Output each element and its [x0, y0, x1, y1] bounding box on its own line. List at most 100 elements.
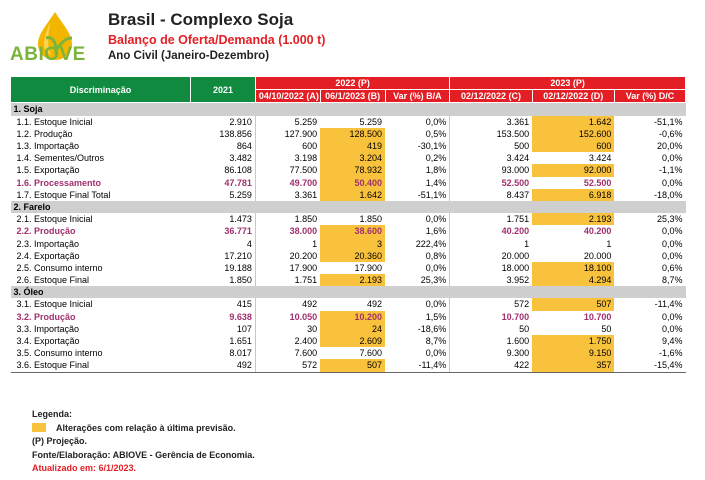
table-cell: -30,1% [417, 141, 447, 152]
row-label: 2.1. Estoque Inicial [16, 214, 93, 225]
table-cell: 17.900 [254, 261, 321, 274]
table-cell: 0,5% [425, 128, 447, 139]
table-cell: 4 [246, 238, 252, 249]
table-cell: 19.188 [224, 262, 252, 273]
table-cell: -1,6% [658, 348, 683, 359]
table-cell: 92.000 [532, 164, 615, 177]
table-cell: -51,1% [653, 116, 683, 127]
legend-item: Alterações com relação à última previsão… [32, 422, 255, 436]
projection-note: (P) Projeção. [32, 436, 88, 446]
table-cell: 864 [236, 141, 252, 152]
row-label: 2.6. Estoque Final [16, 275, 90, 286]
table-cell: 18.100 [532, 261, 615, 274]
table-cell: 600 [254, 139, 321, 153]
table-cell: -0,6% [658, 128, 683, 139]
table-cell: 5.259 [359, 116, 382, 127]
brand-logo-text: ABIOVE [10, 44, 86, 65]
table-cell: 17.900 [354, 262, 382, 273]
table-cell: 1 [449, 237, 533, 250]
table-cell: 1.473 [229, 214, 252, 225]
table-cell: 1 [606, 238, 612, 249]
table-cell: 492 [366, 299, 382, 310]
page-title: Brasil - Complexo Soja [108, 10, 294, 29]
table-row: 1.7. Estoque Final Total 5.259 3.361 1.642 -… [11, 188, 686, 201]
table-cell: 507 [532, 298, 615, 311]
table-cell: 572 [449, 298, 533, 311]
table-cell: 36.771 [224, 226, 252, 237]
section-title: 2. Farelo [10, 200, 686, 214]
col-header-d: 02/12/2022 (D) [531, 89, 615, 104]
row-label: 2.3. Importação [16, 238, 80, 249]
table-cell: 492 [190, 359, 256, 373]
table-cell: 86.108 [224, 165, 252, 176]
table-cell: 8.437 [449, 188, 533, 201]
table-cell: 3.361 [254, 188, 321, 201]
table-cell: 38.000 [254, 225, 321, 238]
row-label: 1.5. Exportação [16, 165, 80, 176]
table-cell: 49.700 [254, 176, 321, 189]
section-title: 1. Soja [10, 102, 686, 116]
table-cell: 8,7% [425, 336, 447, 347]
page-subtitle: Balanço de Oferta/Demanda (1.000 t) [108, 33, 326, 47]
table-cell: 10.200 [320, 310, 385, 323]
table-cell: 9,4% [661, 336, 683, 347]
report-header: ABIOVE Brasil - Complexo Soja Balanço de… [0, 0, 705, 74]
table-cell: -18,6% [417, 323, 447, 334]
table-cell: 40.200 [583, 226, 612, 237]
row-label: 2.2. Produção [16, 226, 76, 237]
row-label: 2.5. Consumo interno [16, 262, 103, 273]
row-label: 1.7. Estoque Final Total [16, 189, 111, 200]
table-cell: 1,4% [425, 177, 447, 188]
table-cell: 0,0% [661, 226, 683, 237]
table-cell: 1,5% [425, 311, 447, 322]
row-label: 1.3. Importação [16, 141, 80, 152]
table-cell: 419 [320, 139, 385, 153]
table-cell: 9.300 [449, 347, 533, 360]
table-cell: 50.400 [320, 176, 385, 189]
col-group-2022: 2022 (P) [254, 75, 451, 91]
row-label: 1.6. Processamento [16, 177, 102, 188]
table-cell: 30 [254, 322, 321, 335]
table-cell: 7.600 [254, 347, 321, 360]
table-row: 1.1. Estoque Inicial 2.910 5.259 5.259 0,0% 3… [11, 115, 686, 128]
table-cell: 2.193 [532, 213, 615, 226]
table-cell: 8,7% [661, 275, 683, 286]
table-cell: 8.017 [229, 348, 252, 359]
supply-demand-table: Discriminação 2021 2022 (P) 2023 (P) 04/… [9, 75, 687, 373]
source-note: Fonte/Elaboração: ABIOVE - Gerência de E… [32, 449, 255, 460]
legend-title: Legenda: [32, 409, 73, 419]
table-cell: 6.918 [532, 188, 615, 201]
table-cell: 1.850 [229, 275, 252, 286]
table-cell: 0,0% [425, 116, 447, 127]
table-cell: 600 [532, 139, 615, 153]
table-cell: 572 [254, 359, 321, 373]
table-cell: 10.700 [583, 311, 612, 322]
table-row: 3.5. Consumo interno 8.017 7.600 7.600 0,0% 9… [11, 347, 686, 360]
table-cell: 93.000 [449, 164, 533, 177]
row-label: 3.6. Estoque Final [10, 359, 191, 373]
table-cell: 2.400 [254, 334, 321, 348]
table-cell: 1.751 [254, 274, 321, 287]
table-row: 2.3. Importação 4 1 3 222,4% 1 1 0,0% [11, 237, 686, 250]
table-cell: 4.294 [532, 274, 615, 287]
table-cell: 25,3% [420, 275, 447, 286]
table-cell: 0,6% [661, 262, 683, 273]
table-cell: 107 [236, 323, 252, 334]
table-cell: -15,4% [614, 359, 686, 373]
table-cell: 0,0% [661, 238, 683, 249]
table-cell: 40.200 [449, 225, 533, 238]
table-row: 1.3. Importação 864 600 419 -30,1% 500 600 20,0… [11, 139, 686, 153]
table-cell: 1.642 [320, 188, 385, 201]
table-cell: 3.361 [449, 115, 533, 128]
table-cell: 2.609 [320, 334, 385, 348]
table-cell: 7.600 [359, 348, 382, 359]
legend-item-text: Alterações com relação à última previsão… [56, 422, 236, 433]
row-label: 3.4. Exportação [16, 336, 80, 347]
col-header-a: 04/10/2022 (A) [254, 89, 321, 104]
row-label: 3.1. Estoque Inicial [16, 299, 93, 310]
row-label: 3.2. Produção [16, 311, 76, 322]
table-cell: 20,0% [656, 141, 683, 152]
table-cell: 1.850 [254, 213, 321, 226]
table-cell: 3.952 [449, 274, 533, 287]
table-cell: 10.700 [449, 310, 533, 323]
